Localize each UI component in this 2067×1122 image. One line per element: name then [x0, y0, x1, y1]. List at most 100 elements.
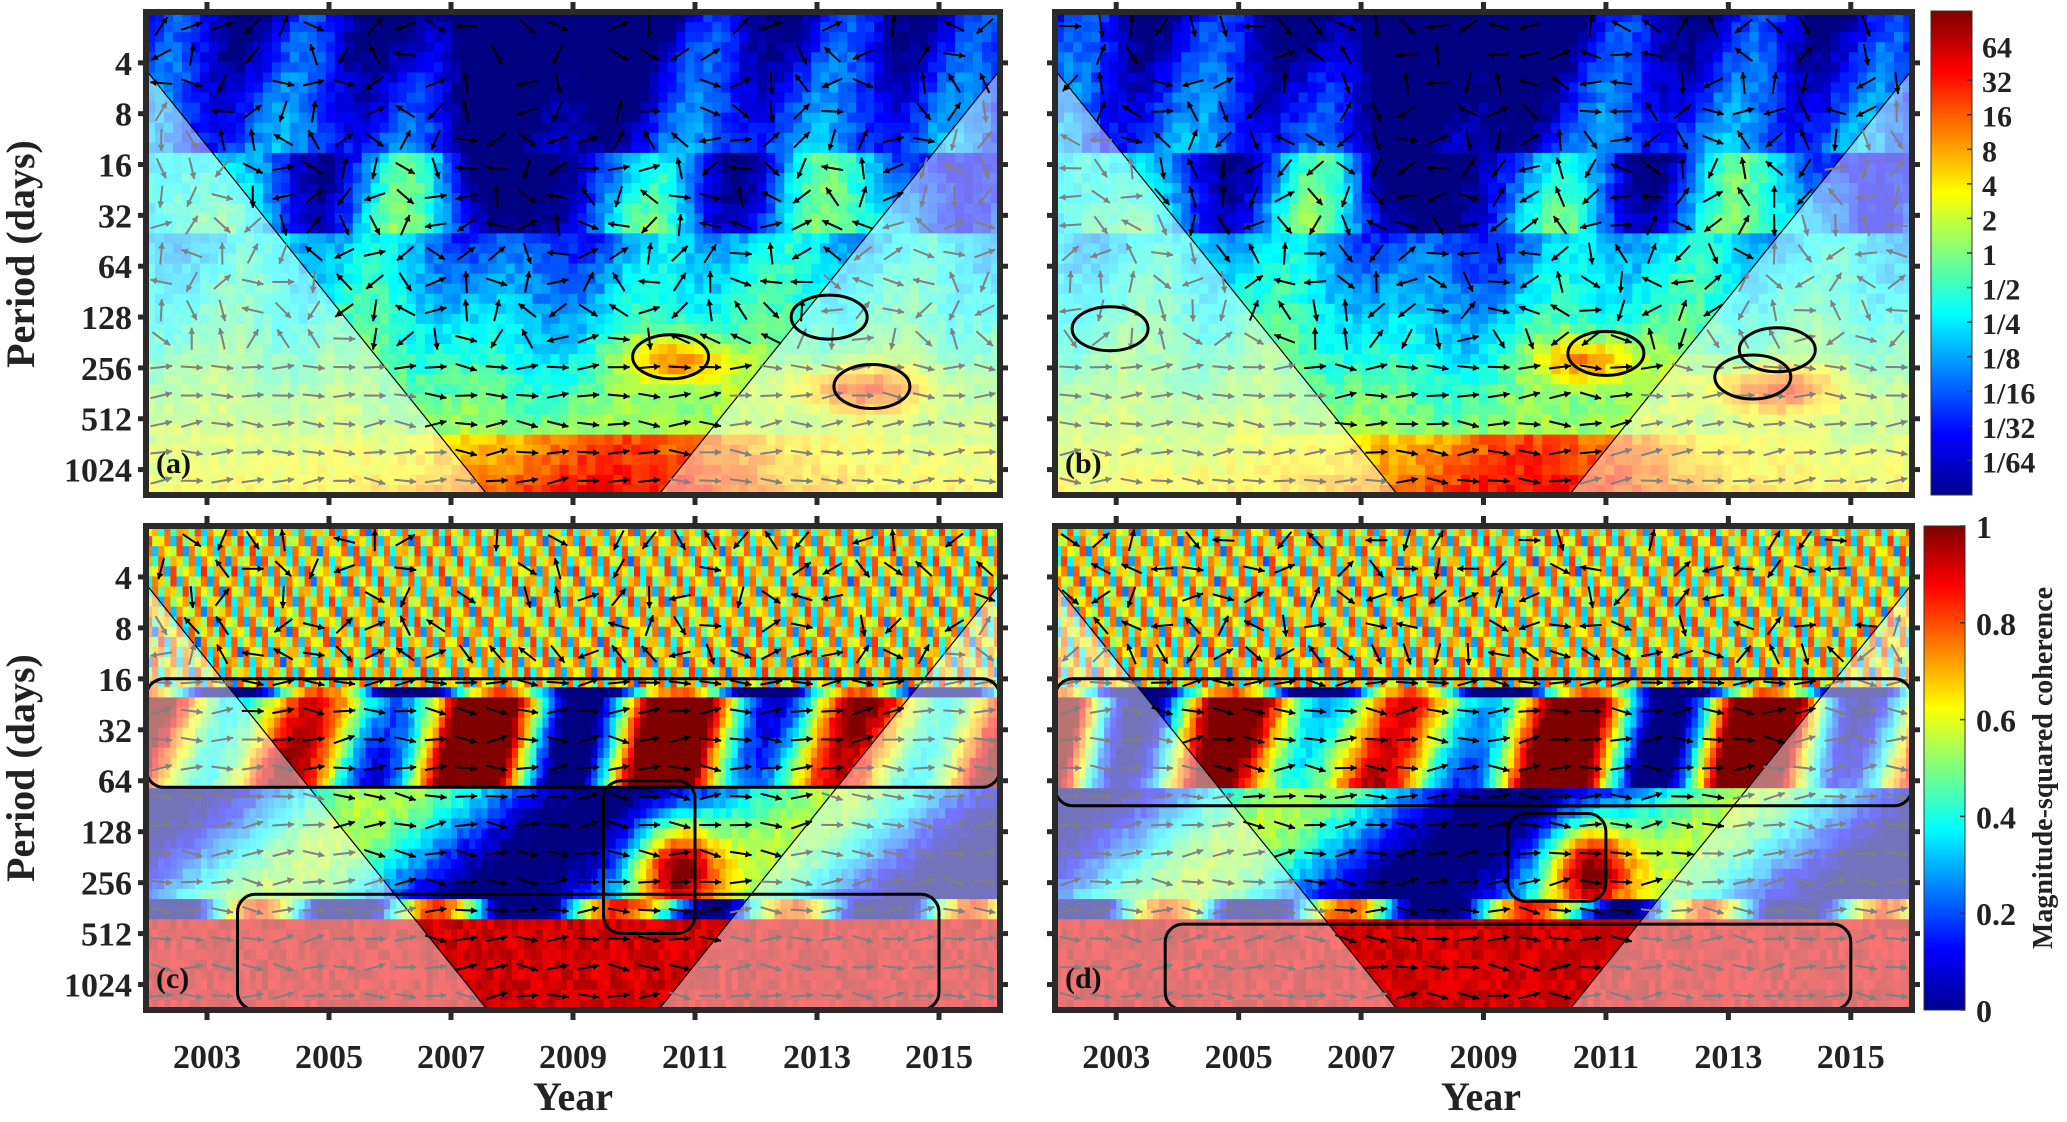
- heatmap-cell: [856, 52, 866, 63]
- heatmap-cell: [703, 183, 713, 194]
- heatmap-cell: [280, 42, 291, 53]
- heatmap-cell: [667, 32, 677, 43]
- heatmap-cell: [622, 404, 632, 416]
- heatmap-cell: [316, 213, 327, 224]
- heatmap-cell: [757, 253, 767, 265]
- heatmap-cell: [901, 122, 911, 134]
- heatmap-cell: [649, 122, 659, 134]
- heatmap-cell: [532, 62, 543, 73]
- heatmap-cell: [298, 62, 309, 73]
- heatmap-cell: [397, 122, 408, 134]
- heatmap-cell: [469, 313, 480, 325]
- heatmap-cell: [964, 223, 974, 234]
- heatmap-cell: [802, 354, 812, 365]
- heatmap-cell: [559, 32, 570, 43]
- heatmap-cell: [631, 303, 641, 315]
- heatmap-cell: [343, 243, 354, 255]
- heatmap-cell: [173, 303, 183, 315]
- heatmap-cell: [685, 313, 695, 325]
- heatmap-cell: [433, 122, 444, 134]
- heatmap-cell: [577, 313, 588, 325]
- heatmap-cell: [397, 152, 408, 164]
- heatmap-cell: [280, 273, 291, 285]
- heatmap-cell: [478, 313, 489, 325]
- heatmap-cell: [442, 344, 453, 355]
- heatmap-cell: [991, 223, 1001, 234]
- heatmap-cell: [910, 283, 920, 295]
- heatmap-cell: [505, 213, 516, 224]
- heatmap-cell: [451, 142, 462, 154]
- heatmap-cell: [244, 354, 255, 365]
- heatmap-cell: [388, 263, 399, 275]
- heatmap-cell: [478, 283, 489, 295]
- heatmap-cell: [874, 162, 884, 174]
- heatmap-cell: [164, 293, 174, 305]
- heatmap-cell: [685, 122, 695, 134]
- heatmap-cell: [478, 293, 489, 305]
- heatmap-cell: [928, 82, 938, 94]
- heatmap-cell: [469, 122, 480, 134]
- heatmap-cell: [514, 293, 525, 305]
- heatmap-cell: [182, 102, 192, 114]
- heatmap-cell: [685, 323, 695, 335]
- heatmap-cell: [325, 374, 336, 385]
- heatmap-cell: [514, 334, 525, 345]
- heatmap-cell: [523, 52, 534, 63]
- heatmap-cell: [955, 62, 965, 73]
- heatmap-cell: [415, 223, 426, 234]
- heatmap-cell: [982, 263, 992, 275]
- heatmap-cell: [784, 32, 794, 43]
- heatmap-cell: [667, 243, 677, 255]
- heatmap-cell: [730, 193, 740, 204]
- heatmap-cell: [685, 374, 695, 385]
- heatmap-cell: [199, 334, 210, 345]
- heatmap-cell: [388, 142, 399, 154]
- heatmap-cell: [982, 92, 992, 104]
- heatmap-cell: [415, 162, 426, 174]
- heatmap-cell: [883, 82, 893, 94]
- heatmap-cell: [829, 173, 839, 184]
- heatmap-cell: [622, 32, 632, 43]
- heatmap-cell: [505, 173, 516, 184]
- heatmap-cell: [289, 42, 300, 53]
- heatmap-cell: [595, 303, 606, 315]
- heatmap-cell: [829, 263, 839, 275]
- heatmap-cell: [541, 112, 552, 124]
- heatmap-cell: [415, 293, 426, 305]
- heatmap-cell: [775, 152, 785, 164]
- heatmap-cell: [146, 313, 156, 325]
- heatmap-cell: [703, 364, 713, 375]
- heatmap-cell: [991, 313, 1001, 325]
- heatmap-cell: [613, 152, 624, 164]
- heatmap-cell: [442, 313, 453, 325]
- heatmap-cell: [370, 112, 381, 124]
- heatmap-cell: [784, 132, 794, 144]
- heatmap-cell: [550, 354, 561, 365]
- heatmap-cell: [892, 52, 902, 63]
- heatmap-cell: [532, 213, 543, 224]
- heatmap-cell: [370, 22, 381, 33]
- heatmap-cell: [928, 132, 938, 144]
- heatmap-cell: [164, 183, 174, 194]
- heatmap-cell: [298, 122, 309, 134]
- heatmap-cell: [685, 223, 695, 234]
- heatmap-cell: [577, 364, 588, 375]
- heatmap-cell: [442, 354, 453, 365]
- heatmap-cell: [190, 152, 201, 164]
- heatmap-cell: [928, 72, 938, 84]
- heatmap-cell: [244, 62, 255, 73]
- heatmap-cell: [694, 42, 704, 53]
- heatmap-cell: [451, 253, 462, 265]
- heatmap-cell: [874, 273, 884, 285]
- heatmap-cell: [388, 152, 399, 164]
- heatmap-cell: [146, 52, 156, 63]
- heatmap-cell: [622, 82, 632, 94]
- heatmap-cell: [505, 434, 516, 446]
- heatmap-cell: [424, 122, 435, 134]
- heatmap-cell: [496, 223, 507, 234]
- heatmap-cell: [955, 233, 965, 245]
- heatmap-cell: [289, 173, 300, 184]
- heatmap-cell: [901, 102, 911, 114]
- heatmap-cell: [559, 374, 570, 385]
- heatmap-cell: [622, 152, 632, 164]
